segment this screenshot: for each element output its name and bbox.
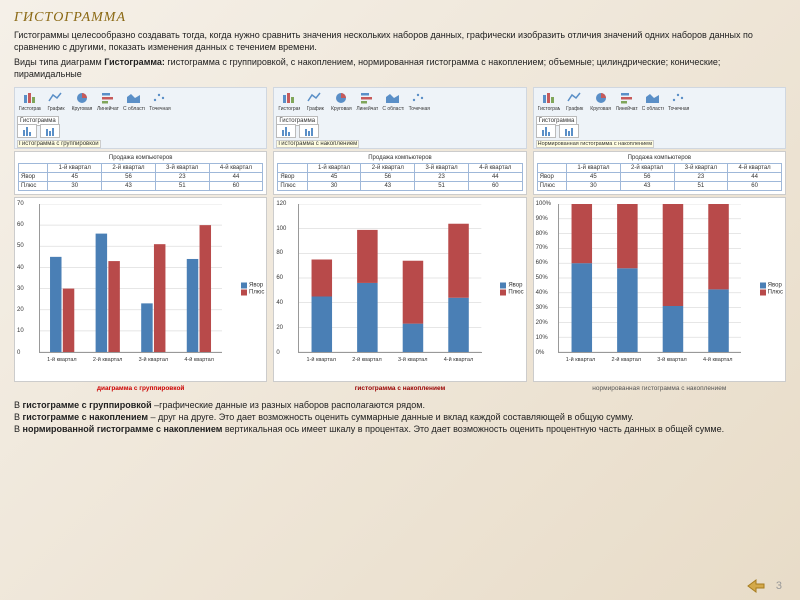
chart-type-thumbs[interactable] [276,124,319,138]
caption-1: диаграмма с группировкой [14,384,267,393]
thumb-icon[interactable] [299,124,319,138]
ribbon-chart-type[interactable]: Гистограмма [538,91,560,112]
types-text: Виды типа диаграмм Гистограмма: гистогра… [14,57,786,80]
ribbon-chart-type[interactable]: Линейчатая [616,91,638,112]
chart-type-thumbs[interactable] [536,124,579,138]
col-stacked100: ГистограммаГрафикКруговаяЛинейчатаяС обл… [533,87,786,393]
data-table-2: Продажа компьютеров1-й квартал2-й кварта… [273,151,526,195]
ribbon-2: ГистограммаГрафикКруговаяЛинейчатаяС обл… [273,87,526,149]
tooltip: Гистограмма с группировкой [17,140,101,148]
data-table-1: Продажа компьютеров1-й квартал2-й кварта… [14,151,267,195]
thumb-icon[interactable] [40,124,60,138]
ribbon-chart-type[interactable]: С областями [382,91,404,112]
ribbon-1: ГистограммаГрафикКруговаяЛинейчатаяС обл… [14,87,267,149]
stacked-chart: 0204060801001201-й квартал2-й квартал3-й… [273,197,526,382]
back-button[interactable] [746,578,766,594]
ribbon-chart-type[interactable]: Гистограмма [278,91,300,112]
thumb-icon[interactable] [536,124,556,138]
types-lead: Виды типа диаграмм [14,57,104,67]
stacked100-chart: 0%10%20%30%40%50%60%70%80%90%100%1-й ква… [533,197,786,382]
ribbon-chart-type[interactable]: График [45,91,67,112]
ribbon-chart-type[interactable]: Точечная [408,91,430,112]
gallery: ГистограммаГрафикКруговаяЛинейчатаяС обл… [14,87,786,393]
data-table-3: Продажа компьютеров1-й квартал2-й кварта… [533,151,786,195]
caption-3: нормированная гистограмма с накоплением [533,384,786,393]
ribbon-chart-type[interactable]: Точечная [668,91,690,112]
ribbon-chart-type[interactable]: Точечная [149,91,171,112]
thumb-icon[interactable] [559,124,579,138]
thumb-icon[interactable] [276,124,296,138]
caption-2: гистограмма с накоплением [273,384,526,393]
ribbon-chart-type[interactable]: С областями [123,91,145,112]
clustered-chart: 0102030405060701-й квартал2-й квартал3-й… [14,197,267,382]
ribbon-chart-type[interactable]: Гистограмма [19,91,41,112]
ribbon-chart-type[interactable]: С областями [642,91,664,112]
intro-text: Гистограммы целесообразно создавать тогд… [14,30,786,53]
ribbon-3: ГистограммаГрафикКруговаяЛинейчатаяС обл… [533,87,786,149]
ribbon-chart-type[interactable]: Круговая [71,91,93,112]
thumb-icon[interactable] [17,124,37,138]
bottom-text: В гистограмме с группировкой –графически… [14,399,786,435]
ribbon-chart-type[interactable]: Линейчатая [97,91,119,112]
page-title: ГИСТОГРАММА [14,10,786,26]
tooltip: Нормированная гистограмма с накоплением [536,140,654,148]
tooltip: Гистограмма с накоплением [276,140,359,148]
ribbon-chart-type[interactable]: График [564,91,586,112]
types-bold: Гистограмма: [104,57,165,67]
chart-type-thumbs[interactable] [17,124,60,138]
ribbon-chart-type[interactable]: График [304,91,326,112]
page-number: 3 [776,580,782,592]
col-stacked: ГистограммаГрафикКруговаяЛинейчатаяС обл… [273,87,526,393]
ribbon-chart-type[interactable]: Круговая [590,91,612,112]
ribbon-chart-type[interactable]: Круговая [330,91,352,112]
ribbon-chart-type[interactable]: Линейчатая [356,91,378,112]
col-clustered: ГистограммаГрафикКруговаяЛинейчатаяС обл… [14,87,267,393]
